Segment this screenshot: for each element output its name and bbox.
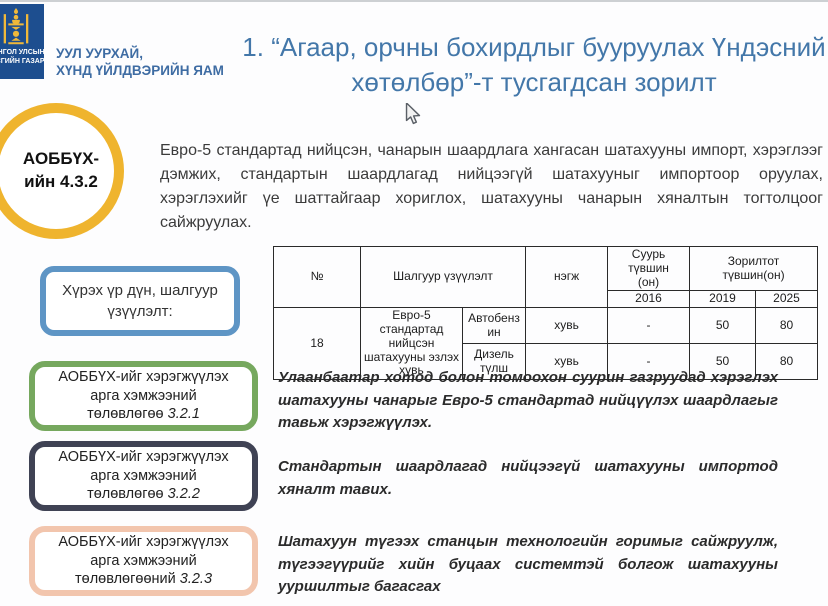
action-plan-321-line3: төлөвлөгөө 3.2.1 (87, 405, 200, 424)
result-indicator-box: Хүрэх үр дүн, шалгуур үзүүлэлт: (40, 266, 240, 336)
cell-row-number: 18 (273, 307, 361, 381)
program-badge: АОББҮХ- ийн 4.3.2 (0, 103, 124, 239)
cell-unit: хувь (525, 307, 609, 345)
ministry-name: УУЛ УУРХАЙ, ХҮНД ҮЙЛДВЭРИЙН ЯАМ (56, 46, 224, 80)
action-plan-description-321: Улаанбаатар хотод болон томоохон суурин … (278, 369, 778, 431)
table-row: 18 Евро-5 стандартад нийцсэн шатахууны э… (273, 307, 819, 381)
cell-base-value: - (607, 307, 691, 345)
table-header-year-2025: 2025 (755, 290, 819, 309)
cell-indicator: Евро-5 стандартад нийцсэн шатахууны эзлэ… (360, 307, 463, 381)
action-plan-323-label: төлөвлөгөөний (74, 571, 176, 588)
cell-target-2019: 50 (689, 343, 757, 381)
action-plan-321-line2: арга хэмжээний (90, 387, 197, 404)
government-logo: МОНГОЛ УЛСЫН ЗАСГИЙН ГАЗАР (0, 4, 45, 79)
cell-fuel-gasoline: Автобензин (461, 307, 527, 345)
action-plan-323-line2: арга хэмжээний (90, 552, 197, 569)
table-header-target-line1: Зорилтот (727, 253, 780, 268)
cell-target-2019: 50 (689, 307, 757, 345)
table-header-baseline-line2: (он) (637, 274, 660, 289)
cell-fuel-diesel: Дизель түлш (461, 343, 527, 381)
slide-title: 1. “Агаар, орчны бохирдлыг бууруулах Үнд… (240, 30, 828, 100)
program-badge-line2: ийн 4.3.2 (24, 172, 98, 191)
action-plan-321-line1: АОББҮХ-ийг хэрэгжүүлэх (58, 368, 229, 385)
objective-paragraph: Евро-5 стандартад нийцсэн, чанарын шаард… (160, 142, 823, 231)
action-plan-description-322: Стандартын шаардлагад нийцээгүй шатахуун… (278, 458, 778, 498)
mouse-cursor-icon (405, 102, 421, 130)
result-indicator-label: Хүрэх үр дүн, шалгуур үзүүлэлт: (62, 282, 218, 320)
table-header-year-2019: 2019 (689, 290, 757, 309)
table-header-target: Зорилтот түвшин(он) (689, 245, 819, 292)
action-plan-box-323: АОББҮХ-ийг хэрэгжүүлэх арга хэмжээний тө… (29, 526, 258, 596)
action-plan-box-322: АОББҮХ-ийг хэрэгжүүлэх арга хэмжээний тө… (29, 441, 258, 511)
cell-base-value: - (607, 343, 691, 381)
table-row: Дизель түлш хувь - 50 80 (274, 343, 819, 381)
action-plan-323-number: 3.2.3 (179, 571, 213, 588)
action-plan-322-line1: АОББҮХ-ийг хэрэгжүүлэх (58, 448, 229, 465)
slide-title-line2: хөтөлбөр”-т тусгагдсан зорилт (351, 67, 717, 98)
table-header-baseline-line1: Суурь түвшин (628, 247, 669, 275)
action-plan-323-line1: АОББҮХ-ийг хэрэгжүүлэх (58, 533, 229, 550)
government-name-line2: ЗАСГИЙН ГАЗАР (0, 58, 45, 66)
action-plan-322-number: 3.2.2 (167, 486, 200, 503)
table-header-target-line2: түвшин(он) (722, 267, 785, 282)
table-header-indicator: Шалгуур үзүүлэлт (359, 245, 527, 309)
program-badge-line1: АОББҮХ- (22, 149, 100, 169)
table-header-year-2016: 2016 (607, 290, 691, 309)
action-plan-description-323: Шатахуун түгээх станцын технологийн гори… (278, 533, 778, 595)
soyombo-emblem-icon (3, 8, 28, 45)
indicators-table: № Шалгуур үзүүлэлт нэгж Суурь түвшин (он… (273, 245, 819, 381)
table-header-no: № (273, 245, 361, 309)
cell-unit: хувь (525, 343, 609, 381)
action-plan-box-321: АОББҮХ-ийг хэрэгжүүлэх арга хэмжээний тө… (29, 361, 258, 431)
action-plan-323-line3: төлөвлөгөөний 3.2.3 (75, 570, 212, 589)
action-plan-321-number: 3.2.1 (167, 406, 200, 423)
table-header-unit: нэгж (525, 245, 609, 309)
table-header-baseline: Суурь түвшин (он) (607, 245, 691, 292)
action-plan-321-label: төлөвлөгөө (87, 406, 164, 423)
cell-target-2025: 80 (755, 307, 819, 345)
ministry-name-line1: УУЛ УУРХАЙ, (56, 46, 143, 61)
action-plan-322-line3: төлөвлөгөө 3.2.2 (87, 485, 200, 504)
window-top-edge (0, 0, 828, 2)
action-plan-322-label: төлөвлөгөө (87, 486, 164, 503)
slide-title-line1: 1. “Агаар, орчны бохирдлыг бууруулах Үнд… (242, 32, 826, 62)
ministry-name-line2: ХҮНД ҮЙЛДВЭРИЙН ЯАМ (56, 62, 224, 78)
government-name-line1: МОНГОЛ УЛСЫН (0, 49, 45, 56)
action-plan-322-line2: арга хэмжээний (90, 467, 197, 484)
cell-target-2025: 80 (755, 343, 819, 381)
